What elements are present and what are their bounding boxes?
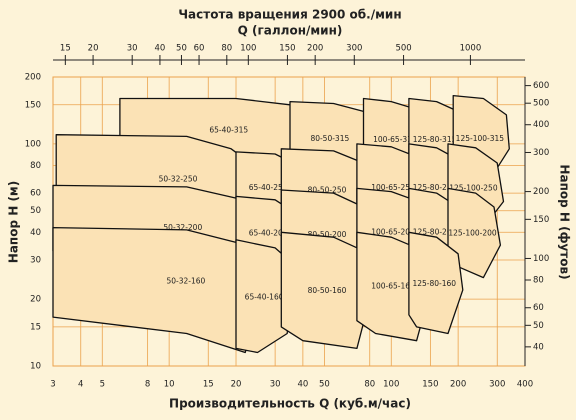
right-tick-label: 60 bbox=[533, 303, 544, 313]
top-tick-label: 1000 bbox=[460, 44, 482, 54]
top-tick-label: 500 bbox=[395, 44, 411, 54]
tile-label: 125-80-315 bbox=[413, 135, 457, 144]
x-tick-label: 5 bbox=[100, 380, 105, 390]
x-tick-label: 10 bbox=[164, 380, 175, 390]
x-tick-label: 3 bbox=[50, 380, 55, 390]
right-tick-label: 150 bbox=[533, 215, 549, 225]
x-tick-label: 8 bbox=[145, 380, 150, 390]
tile-label: 125-80-160 bbox=[412, 279, 456, 288]
tile-label: 80-50-250 bbox=[308, 185, 347, 194]
top-tick-label: 20 bbox=[88, 44, 99, 54]
tile-label: 80-50-160 bbox=[308, 286, 347, 295]
top-tick-label: 100 bbox=[240, 44, 256, 54]
right-tick-label: 300 bbox=[533, 148, 549, 158]
x-tick-label: 100 bbox=[383, 380, 399, 390]
tile-label: 65-40-160 bbox=[245, 293, 284, 302]
top-tick-label: 300 bbox=[346, 44, 362, 54]
x-axis-title: Производительность Q (куб.м/час) bbox=[169, 397, 411, 411]
tile-label: 100-65-200 bbox=[371, 228, 415, 237]
y-tick-label: 50 bbox=[30, 206, 41, 216]
y-tick-label: 20 bbox=[30, 295, 41, 305]
x-tick-label: 20 bbox=[231, 380, 242, 390]
tile-label: 65-40-315 bbox=[209, 125, 248, 134]
tile-label: 100-65-315 bbox=[373, 135, 417, 144]
tile-label: 125-100-250 bbox=[449, 183, 498, 192]
x-tick-label: 4 bbox=[78, 380, 83, 390]
right-axis-title: Напор H (футов) bbox=[558, 164, 572, 279]
top-tick-label: 50 bbox=[176, 44, 187, 54]
tile-label: 100-65-160 bbox=[371, 281, 415, 290]
x-tick-label: 50 bbox=[319, 380, 330, 390]
y-tick-label: 100 bbox=[25, 139, 41, 149]
y-axis-title: Напор H (м) bbox=[7, 181, 21, 263]
right-tick-label: 40 bbox=[533, 342, 544, 352]
pump-tile bbox=[235, 239, 294, 354]
x-tick-label: 400 bbox=[517, 380, 533, 390]
y-tick-label: 15 bbox=[30, 322, 41, 332]
top-axis-title: Q (галлон/мин) bbox=[238, 24, 343, 38]
y-tick-label: 200 bbox=[25, 73, 41, 83]
tile-label: 65-40-250 bbox=[249, 183, 288, 192]
x-tick-label: 30 bbox=[270, 380, 281, 390]
top-tick-label: 200 bbox=[307, 44, 323, 54]
right-tick-label: 600 bbox=[533, 81, 549, 91]
y-tick-label: 40 bbox=[30, 228, 41, 238]
y-tick-label: 80 bbox=[30, 161, 41, 171]
x-tick-label: 200 bbox=[450, 380, 466, 390]
x-tick-label: 150 bbox=[422, 380, 438, 390]
y-tick-label: 30 bbox=[30, 256, 41, 266]
tile-label: 125-100-200 bbox=[448, 229, 497, 238]
y-tick-label: 60 bbox=[30, 189, 41, 199]
x-tick-label: 40 bbox=[297, 380, 308, 390]
tile-label: 125-100-315 bbox=[456, 134, 505, 143]
pump-tile bbox=[408, 231, 464, 335]
top-tick-label: 40 bbox=[155, 44, 166, 54]
tile-label: 80-50-315 bbox=[310, 134, 349, 143]
tile-label: 80-50-200 bbox=[308, 230, 347, 239]
tile-label: 50-32-160 bbox=[166, 277, 205, 286]
right-tick-label: 400 bbox=[533, 120, 549, 130]
right-tick-label: 200 bbox=[533, 187, 549, 197]
top-tick-label: 60 bbox=[194, 44, 205, 54]
top-tick-label: 150 bbox=[279, 44, 295, 54]
top-tick-label: 80 bbox=[221, 44, 232, 54]
y-tick-label: 10 bbox=[30, 362, 41, 372]
right-tick-label: 80 bbox=[533, 275, 544, 285]
tile-label: 125-80-250 bbox=[413, 183, 457, 192]
x-tick-label: 15 bbox=[203, 380, 214, 390]
x-tick-label: 300 bbox=[489, 380, 505, 390]
right-tick-label: 500 bbox=[533, 99, 549, 109]
chart-title: Частота вращения 2900 об./мин bbox=[178, 8, 401, 22]
right-tick-label: 100 bbox=[533, 254, 549, 264]
tile-label: 50-32-250 bbox=[159, 175, 198, 184]
tile-label: 65-40-200 bbox=[249, 228, 288, 237]
tile-label: 100-65-250 bbox=[371, 183, 415, 192]
tile-label: 125-80-200 bbox=[413, 228, 457, 237]
right-tick-label: 50 bbox=[533, 321, 544, 331]
x-tick-label: 80 bbox=[364, 380, 375, 390]
top-tick-label: 15 bbox=[60, 44, 71, 54]
y-tick-label: 150 bbox=[25, 100, 41, 110]
top-tick-label: 30 bbox=[127, 44, 138, 54]
tile-label: 50-32-200 bbox=[163, 223, 202, 232]
